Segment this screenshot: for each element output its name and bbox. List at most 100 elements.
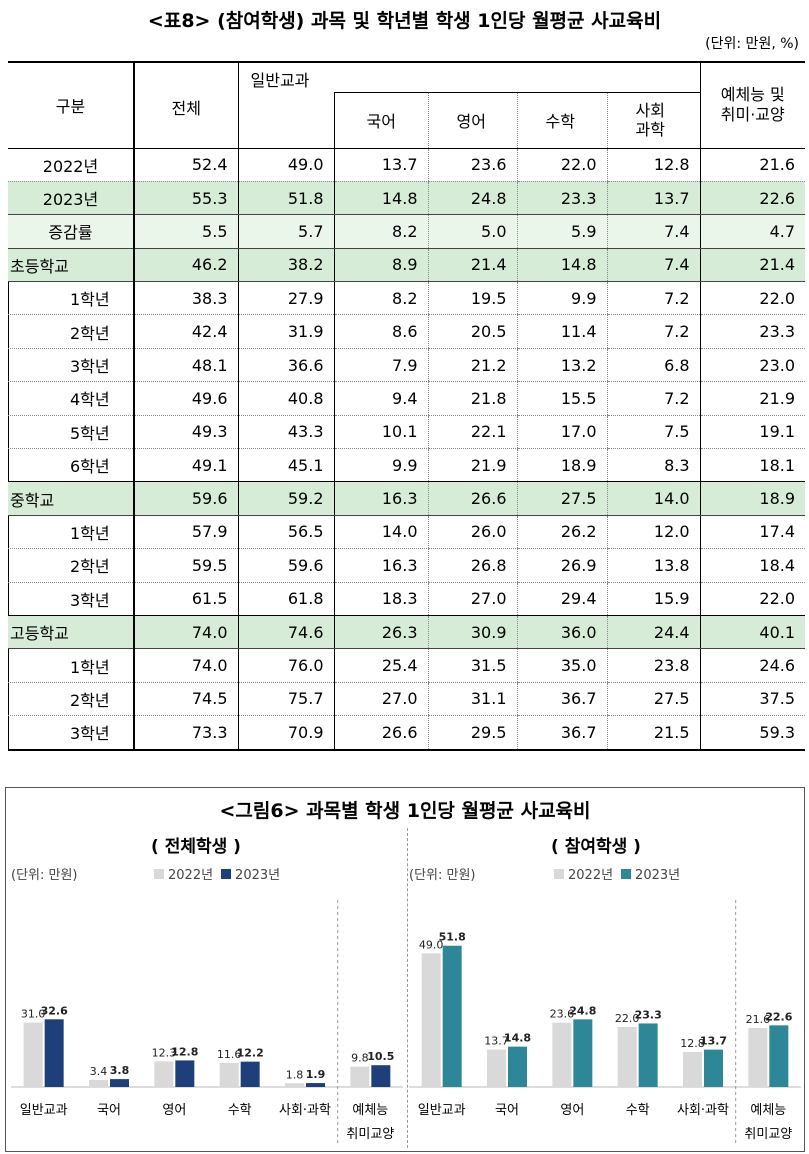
table-cell: 18.1	[699, 448, 806, 483]
figure-box: <그림6> 과목별 학생 1인당 월평균 사교육비 ( 전체학생 ) (단위: …	[5, 787, 805, 1152]
table-cell: 23.3	[699, 314, 806, 349]
table-cell: 26.2	[516, 515, 607, 550]
table-cell: 7.4	[606, 247, 701, 283]
table-cell: 21.4	[699, 247, 806, 283]
legend-swatch-2022	[154, 868, 164, 879]
table-cell: 21.2	[427, 348, 517, 383]
data-label: 1.9	[306, 1068, 326, 1081]
legend-label-2022: 2022년	[568, 868, 614, 883]
legend-swatch-2022	[554, 868, 564, 879]
table-cell: 59.5	[133, 548, 238, 583]
table-cell: 26.6	[427, 481, 517, 516]
table-cell: 27.0	[333, 682, 428, 717]
table-cell: 8.6	[333, 314, 428, 349]
table-cell: 7.2	[606, 314, 701, 349]
header-arts: 예체능 및 취미·교양	[699, 62, 806, 149]
table-cell: 17.0	[516, 415, 607, 450]
table-cell: 20.5	[427, 314, 517, 349]
bar-2022	[617, 1027, 637, 1087]
table-cell: 15.5	[516, 381, 607, 416]
row-label: 초등학교	[8, 247, 134, 283]
row-label: 2학년	[8, 682, 134, 717]
table-cell: 31.5	[427, 648, 517, 683]
panel-left-title: ( 전체학생 )	[151, 837, 241, 857]
chart-participating-students: 49.051.8일반교과13.714.8국어23.624.8영어22.023.3…	[409, 900, 801, 1145]
row-label: 1학년	[8, 515, 134, 550]
table-cell: 27.5	[606, 682, 701, 717]
data-label: 1.8	[286, 1068, 304, 1081]
table-row: 1학년 57.9 56.5 14.0 26.0 26.2 12.0 17.4	[8, 515, 806, 550]
table-cell: 4.7	[699, 214, 806, 249]
table-cell: 29.5	[427, 715, 517, 751]
table-cell: 19.1	[699, 415, 806, 450]
table-cell: 27.0	[427, 582, 517, 616]
table-cell: 21.5	[606, 715, 701, 751]
table-cell: 26.6	[333, 715, 428, 751]
data-label: 23.6	[550, 1008, 575, 1021]
table-row: 1학년 38.3 27.9 8.2 19.5 9.9 7.2 22.0	[8, 281, 806, 316]
table-cell: 24.4	[606, 614, 701, 650]
bar-2022	[748, 1028, 768, 1087]
data-label: 49.0	[419, 938, 444, 951]
bar-2022	[552, 1022, 572, 1087]
table-cell: 36.7	[516, 682, 607, 717]
table-cell: 18.9	[699, 481, 806, 516]
table-row: 2022년 52.4 49.0 13.7 23.6 22.0 12.8 21.6	[8, 148, 806, 182]
table-cell: 70.9	[237, 715, 334, 751]
table-cell: 40.1	[699, 614, 806, 650]
table-cell: 61.5	[133, 582, 238, 616]
table-cell: 73.3	[133, 715, 238, 751]
table-cell: 40.8	[237, 381, 334, 416]
data-label: 12.3	[152, 1046, 177, 1059]
row-label: 증감률	[8, 214, 134, 249]
header-total: 전체	[133, 62, 238, 149]
table-row: 중학교 59.6 59.2 16.3 26.6 27.5 14.0 18.9	[8, 481, 806, 516]
table-cell: 19.5	[427, 281, 517, 316]
table-cell: 36.0	[516, 614, 607, 650]
table-row: 초등학교 46.2 38.2 8.9 21.4 14.8 7.4 21.4	[8, 247, 806, 283]
row-label: 3학년	[8, 348, 134, 383]
table-row: 5학년 49.3 43.3 10.1 22.1 17.0 7.5 19.1	[8, 415, 806, 450]
table-cell: 27.9	[237, 281, 334, 316]
row-label: 1학년	[8, 281, 134, 316]
table-cell: 26.9	[516, 548, 607, 583]
table-cell: 14.8	[516, 247, 607, 283]
category-label: 사회·과학	[677, 1103, 729, 1118]
chart-all-students: 31.032.6 일반교과 3.4 3.8 국어 12.312.8 영어 11.612.2 수학…	[11, 900, 403, 1145]
panel-right-legend: 2022년 2023년	[546, 864, 680, 883]
row-label: 1학년	[8, 648, 134, 683]
row-label: 2023년	[8, 181, 134, 216]
table-cell: 17.4	[699, 515, 806, 550]
table-cell: 7.2	[606, 281, 701, 316]
category-label: 취미교양	[744, 1127, 792, 1142]
category-label: 사회·과학	[279, 1103, 331, 1118]
category-label: 일반교과	[20, 1103, 68, 1118]
table-cell: 26.0	[427, 515, 517, 550]
legend-label-2023: 2023년	[635, 868, 681, 883]
table-cell: 74.0	[133, 648, 238, 683]
table-cell: 18.4	[699, 548, 806, 583]
bar-2023	[110, 1079, 129, 1087]
table-cell: 23.6	[427, 148, 517, 182]
data-label: 3.4	[90, 1065, 108, 1078]
table-cell: 49.6	[133, 381, 238, 416]
table-cell: 55.3	[133, 181, 238, 216]
category-label: 영어	[560, 1103, 584, 1118]
row-label: 고등학교	[8, 614, 134, 650]
table-title: <표8> (참여학생) 과목 및 학년별 학생 1인당 월평균 사교육비	[147, 10, 662, 32]
header-korean: 국어	[333, 91, 428, 149]
table-cell: 74.0	[133, 614, 238, 650]
panel-divider	[407, 828, 408, 1148]
table-cell: 10.1	[333, 415, 428, 450]
panel-right-unit: (단위: 만원)	[409, 868, 476, 883]
table-cell: 14.0	[606, 481, 701, 516]
row-label: 2022년	[8, 148, 134, 182]
table-cell: 38.3	[133, 281, 238, 316]
header-general: 일반교과	[237, 62, 701, 92]
table-cell: 9.4	[333, 381, 428, 416]
legend-swatch-2023	[221, 868, 232, 879]
table-cell: 59.6	[133, 481, 238, 516]
table-cell: 21.4	[427, 247, 517, 283]
row-label: 4학년	[8, 381, 134, 416]
table-row: 고등학교 74.0 74.6 26.3 30.9 36.0 24.4 40.1	[8, 614, 806, 650]
